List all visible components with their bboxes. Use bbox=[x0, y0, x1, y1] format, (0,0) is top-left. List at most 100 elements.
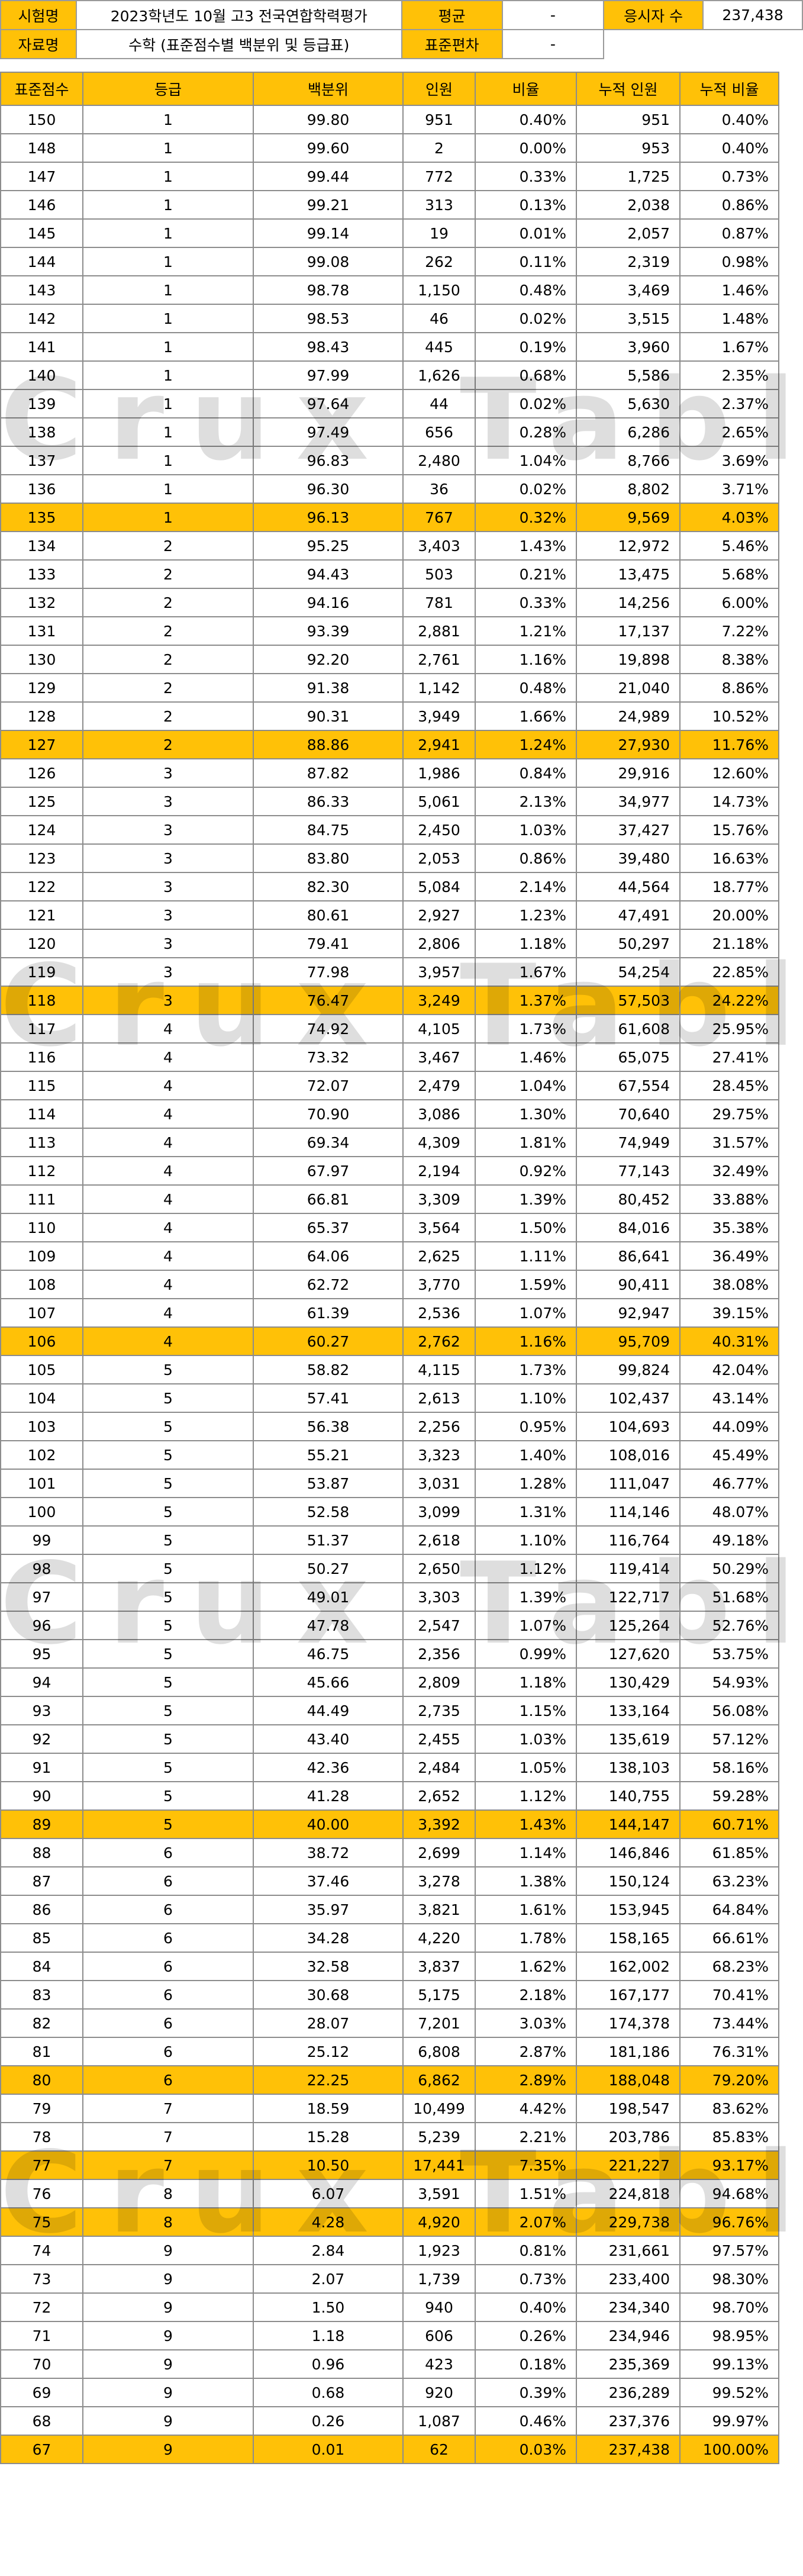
percentile-cell: 97.99 bbox=[253, 360, 404, 390]
cumulative-ratio-cell: 0.86% bbox=[679, 190, 779, 220]
standard-score-cell: 138 bbox=[0, 417, 83, 447]
cumulative-ratio-cell: 42.04% bbox=[679, 1355, 779, 1384]
ratio-cell: 0.40% bbox=[475, 2292, 577, 2322]
standard-score-cell: 68 bbox=[0, 2406, 83, 2436]
grade-cell: 5 bbox=[82, 1639, 254, 1669]
grade-cell: 5 bbox=[82, 1724, 254, 1754]
ratio-cell: 0.11% bbox=[475, 247, 577, 276]
count-cell: 2,480 bbox=[402, 446, 476, 475]
cumulative-ratio-cell: 49.18% bbox=[679, 1525, 779, 1555]
table-row: 141 1 98.43 445 0.19% 3,960 1.67% bbox=[0, 332, 779, 362]
percentile-cell: 55.21 bbox=[253, 1440, 404, 1470]
cumulative-ratio-cell: 18.77% bbox=[679, 872, 779, 901]
standard-score-cell: 104 bbox=[0, 1383, 83, 1413]
grade-cell: 3 bbox=[82, 957, 254, 987]
cumulative-ratio-cell: 39.15% bbox=[679, 1298, 779, 1328]
grade-cell: 4 bbox=[82, 1042, 254, 1072]
grade-cell: 1 bbox=[82, 162, 254, 191]
percentile-cell: 80.61 bbox=[253, 900, 404, 930]
cumulative-count-cell: 140,755 bbox=[576, 1781, 681, 1811]
grade-cell: 2 bbox=[82, 730, 254, 759]
count-cell: 4,105 bbox=[402, 1014, 476, 1044]
table-row: 68 9 0.26 1,087 0.46% 237,376 99.97% bbox=[0, 2406, 779, 2436]
ratio-cell: 1.23% bbox=[475, 900, 577, 930]
count-cell: 2,484 bbox=[402, 1753, 476, 1782]
grade-cell: 9 bbox=[82, 2236, 254, 2265]
std-dev-label: 표준편차 bbox=[401, 29, 503, 59]
cumulative-count-cell: 237,376 bbox=[576, 2406, 681, 2436]
grade-cell: 4 bbox=[82, 1014, 254, 1044]
count-cell: 10,499 bbox=[402, 2094, 476, 2123]
percentile-cell: 49.01 bbox=[253, 1582, 404, 1612]
cumulative-ratio-cell: 2.65% bbox=[679, 417, 779, 447]
standard-score-cell: 125 bbox=[0, 787, 83, 816]
table-row: 112 4 67.97 2,194 0.92% 77,143 32.49% bbox=[0, 1156, 779, 1186]
standard-score-cell: 81 bbox=[0, 2037, 83, 2066]
count-cell: 1,142 bbox=[402, 673, 476, 703]
cumulative-count-cell: 3,515 bbox=[576, 304, 681, 333]
standard-score-cell: 102 bbox=[0, 1440, 83, 1470]
percentile-cell: 64.06 bbox=[253, 1241, 404, 1271]
cumulative-count-cell: 167,177 bbox=[576, 1980, 681, 2010]
cumulative-ratio-cell: 99.97% bbox=[679, 2406, 779, 2436]
ratio-cell: 1.59% bbox=[475, 1270, 577, 1299]
cumulative-count-cell: 181,186 bbox=[576, 2037, 681, 2066]
count-cell: 2,547 bbox=[402, 1611, 476, 1640]
count-cell: 2,699 bbox=[402, 1838, 476, 1867]
count-cell: 2,762 bbox=[402, 1326, 476, 1356]
grade-cell: 5 bbox=[82, 1525, 254, 1555]
table-row: 81 6 25.12 6,808 2.87% 181,186 76.31% bbox=[0, 2037, 779, 2066]
percentile-cell: 97.64 bbox=[253, 389, 404, 418]
cumulative-count-cell: 951 bbox=[576, 105, 681, 134]
standard-score-cell: 99 bbox=[0, 1525, 83, 1555]
grade-cell: 1 bbox=[82, 417, 254, 447]
table-row: 120 3 79.41 2,806 1.18% 50,297 21.18% bbox=[0, 929, 779, 958]
ratio-cell: 1.28% bbox=[475, 1469, 577, 1498]
count-cell: 3,099 bbox=[402, 1497, 476, 1527]
count-cell: 6,862 bbox=[402, 2065, 476, 2095]
grade-cell: 9 bbox=[82, 2378, 254, 2407]
count-cell: 423 bbox=[402, 2349, 476, 2379]
grade-cell: 1 bbox=[82, 446, 254, 475]
percentile-cell: 99.80 bbox=[253, 105, 404, 134]
ratio-cell: 0.33% bbox=[475, 162, 577, 191]
ratio-cell: 0.21% bbox=[475, 559, 577, 589]
percentile-cell: 88.86 bbox=[253, 730, 404, 759]
cumulative-count-cell: 125,264 bbox=[576, 1611, 681, 1640]
standard-score-cell: 111 bbox=[0, 1184, 83, 1214]
grade-cell: 1 bbox=[82, 275, 254, 305]
percentile-cell: 62.72 bbox=[253, 1270, 404, 1299]
cumulative-ratio-cell: 61.85% bbox=[679, 1838, 779, 1867]
percentile-cell: 47.78 bbox=[253, 1611, 404, 1640]
table-row: 143 1 98.78 1,150 0.48% 3,469 1.46% bbox=[0, 275, 779, 305]
percentile-cell: 96.13 bbox=[253, 503, 404, 532]
table-row: 73 9 2.07 1,739 0.73% 233,400 98.30% bbox=[0, 2264, 779, 2294]
grade-cell: 2 bbox=[82, 701, 254, 731]
cumulative-count-cell: 146,846 bbox=[576, 1838, 681, 1867]
table-row: 76 8 6.07 3,591 1.51% 224,818 94.68% bbox=[0, 2179, 779, 2208]
grade-cell: 7 bbox=[82, 2122, 254, 2152]
cumulative-count-cell: 9,569 bbox=[576, 503, 681, 532]
exam-info-table: 시험명 2023학년도 10월 고3 전국연합학력평가 평균 - 응시자 수 2… bbox=[0, 0, 803, 59]
table-row: 116 4 73.32 3,467 1.46% 65,075 27.41% bbox=[0, 1042, 779, 1072]
cumulative-count-cell: 39,480 bbox=[576, 843, 681, 873]
count-cell: 2,941 bbox=[402, 730, 476, 759]
cumulative-ratio-cell: 0.73% bbox=[679, 162, 779, 191]
table-row: 119 3 77.98 3,957 1.67% 54,254 22.85% bbox=[0, 957, 779, 987]
cumulative-count-cell: 130,429 bbox=[576, 1667, 681, 1697]
percentile-cell: 94.43 bbox=[253, 559, 404, 589]
cumulative-count-cell: 221,227 bbox=[576, 2150, 681, 2180]
percentile-cell: 79.41 bbox=[253, 929, 404, 958]
table-row: 106 4 60.27 2,762 1.16% 95,709 40.31% bbox=[0, 1326, 779, 1356]
percentile-cell: 94.16 bbox=[253, 588, 404, 617]
standard-score-cell: 88 bbox=[0, 1838, 83, 1867]
table-row: 70 9 0.96 423 0.18% 235,369 99.13% bbox=[0, 2349, 779, 2379]
ratio-cell: 1.46% bbox=[475, 1042, 577, 1072]
standard-score-cell: 115 bbox=[0, 1071, 83, 1100]
table-row: 94 5 45.66 2,809 1.18% 130,429 54.93% bbox=[0, 1667, 779, 1697]
count-cell: 3,821 bbox=[402, 1895, 476, 1924]
empty-cell bbox=[703, 30, 802, 59]
grade-cell: 5 bbox=[82, 1497, 254, 1527]
table-row: 144 1 99.08 262 0.11% 2,319 0.98% bbox=[0, 247, 779, 276]
count-cell: 2,450 bbox=[402, 815, 476, 845]
